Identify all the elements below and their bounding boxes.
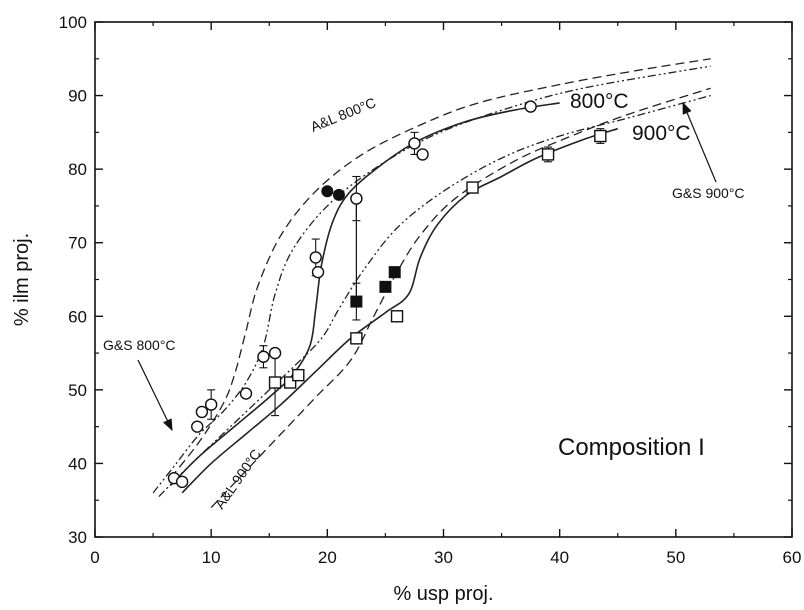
curve-3: [210, 87, 711, 509]
open-circle-point: [311, 265, 325, 279]
x-tick-label: 60: [783, 548, 802, 567]
open-circle-point: [268, 346, 282, 360]
y-tick-label: 40: [68, 454, 87, 473]
curve-label-gs-800: G&S 800°C: [103, 337, 176, 353]
open-square-point: [268, 376, 282, 389]
filled-circle-point: [332, 188, 345, 201]
open-square-point: [594, 129, 607, 143]
error-bars: [207, 128, 605, 420]
y-tick-label: 100: [59, 13, 87, 32]
y-tick-label: 80: [68, 160, 87, 179]
curve-1: [181, 127, 618, 494]
y-tick-label: 30: [68, 528, 87, 547]
open-square-point: [292, 368, 305, 382]
curve-4: [152, 65, 711, 494]
open-circle-point: [195, 405, 209, 419]
curve-label-al-800: A&L 800°C: [308, 94, 378, 135]
open-circle-point: [175, 475, 189, 489]
composition-label: Composition I: [558, 434, 705, 461]
curve-0: [169, 102, 560, 487]
x-tick-label: 0: [90, 548, 99, 567]
open-square-point: [541, 148, 555, 161]
open-circle-point: [309, 251, 322, 264]
y-axis-label: % ilm proj.: [11, 233, 33, 326]
x-axis-label: % usp proj.: [393, 583, 493, 605]
gs-800-arrow: [137, 359, 173, 432]
open-circle-point: [524, 100, 537, 113]
open-square-point: [466, 181, 479, 194]
data-markers: [167, 100, 607, 489]
open-circle-point: [239, 387, 253, 400]
gs-900-arrow: [682, 101, 717, 183]
x-tick-label: 20: [318, 548, 337, 567]
open-circle-point: [257, 350, 270, 363]
axis-ticks: 0 10 20 30 40 50 60 30 40 50 60 70 80 90 100: [59, 13, 802, 567]
filled-square-point: [379, 280, 392, 293]
y-tick-label: 70: [68, 234, 87, 253]
curve-5: [158, 94, 711, 497]
y-tick-label: 50: [68, 381, 87, 400]
curve-label-800: 800°C: [570, 90, 629, 113]
open-circle-point: [416, 148, 429, 161]
open-square-point: [350, 332, 363, 345]
curves: [152, 58, 711, 509]
y-tick-label: 90: [68, 87, 87, 106]
curve-2: [169, 58, 711, 479]
open-circle-point: [191, 420, 204, 433]
y-tick-label: 60: [68, 307, 87, 326]
curve-label-gs-900: G&S 900°C: [672, 185, 745, 201]
filled-square-point: [350, 295, 363, 308]
filled-circle-point: [321, 185, 334, 198]
open-square-point: [390, 310, 404, 323]
filled-square-point: [388, 266, 401, 279]
x-tick-label: 50: [666, 548, 685, 567]
curve-label-900: 900°C: [632, 122, 691, 145]
open-circle-point: [204, 398, 218, 411]
open-square-point: [283, 376, 297, 389]
x-tick-label: 40: [550, 548, 569, 567]
x-tick-label: 30: [434, 548, 453, 567]
x-tick-label: 10: [202, 548, 221, 567]
open-circle-point: [408, 137, 421, 150]
open-circle-point: [350, 192, 363, 205]
